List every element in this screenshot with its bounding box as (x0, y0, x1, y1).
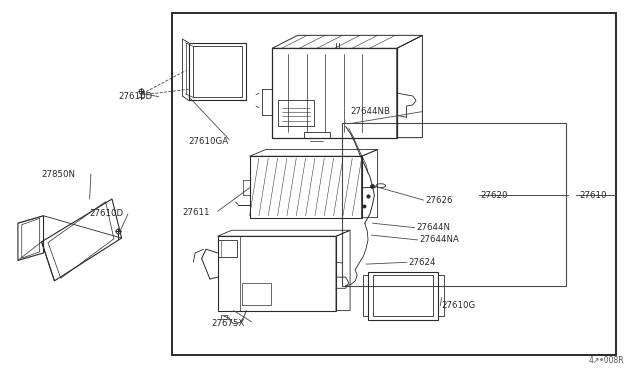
Bar (242, 283, 271, 305)
Text: 27675X: 27675X (211, 319, 244, 328)
Text: 27610: 27610 (579, 191, 607, 200)
Text: 27610D: 27610D (90, 209, 124, 218)
Bar (189, 43, 246, 100)
Bar (221, 315, 227, 319)
Bar (342, 123, 566, 286)
Bar (272, 48, 397, 138)
Text: 27850N: 27850N (42, 170, 76, 179)
Text: 27626: 27626 (426, 196, 453, 205)
Bar (368, 272, 438, 320)
Text: 27624: 27624 (408, 258, 436, 267)
Bar (218, 236, 336, 311)
Bar (278, 100, 314, 126)
Bar (193, 46, 242, 97)
Text: 27610GA: 27610GA (189, 137, 229, 146)
Text: 27620: 27620 (480, 191, 508, 200)
Bar (218, 240, 237, 257)
Bar (373, 275, 433, 316)
Bar (304, 132, 330, 138)
Text: 27611: 27611 (182, 208, 210, 217)
Bar (172, 13, 616, 355)
Text: 27644NA: 27644NA (419, 235, 459, 244)
Bar (250, 156, 362, 218)
Text: 27644N: 27644N (416, 223, 450, 232)
Text: 27644NB: 27644NB (351, 107, 390, 116)
Text: 4↗•008R: 4↗•008R (588, 356, 624, 365)
Text: 27610G: 27610G (442, 301, 476, 310)
Text: 27610D: 27610D (118, 92, 152, 101)
